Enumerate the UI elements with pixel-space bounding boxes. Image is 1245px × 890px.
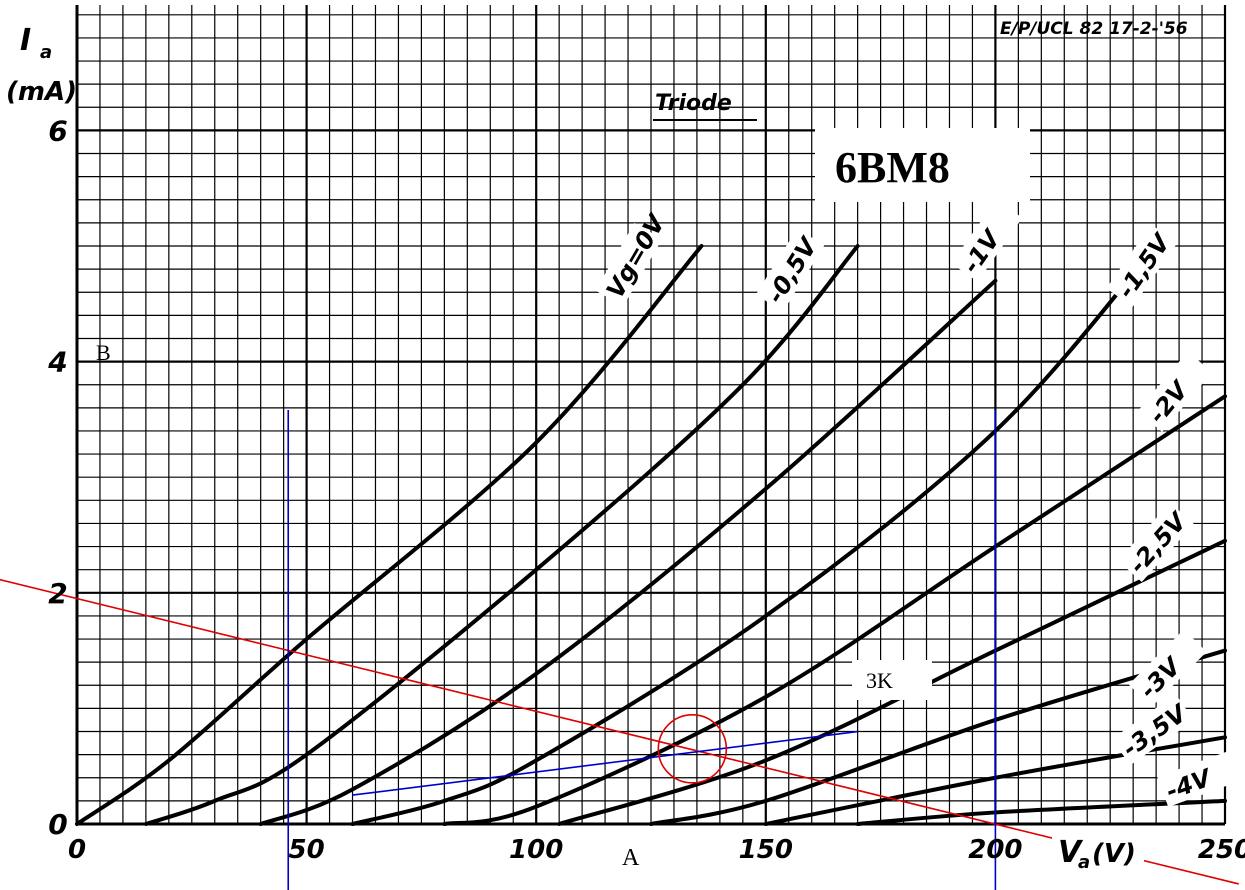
y-axis-label: I <box>20 23 31 58</box>
x-tick-label: 100 <box>509 835 563 865</box>
x-axis-label-sub: a <box>1078 852 1090 873</box>
series-label-bg <box>1118 502 1194 582</box>
load-line <box>0 578 1239 885</box>
operating-point-circle <box>657 714 728 784</box>
series-label-bg <box>1137 351 1213 432</box>
series-label-bg <box>1128 629 1207 708</box>
series-line <box>557 538 1227 826</box>
series-label-bg <box>1157 750 1242 808</box>
point-b-label: B <box>96 340 111 365</box>
point-a-label: A <box>622 845 640 871</box>
tube-label: 6BM8 <box>835 143 950 192</box>
load-line-label-box <box>852 660 932 700</box>
series-label-bg <box>1111 694 1195 766</box>
y-tick-label: 0 <box>48 808 67 841</box>
labels: 6BM8 E/P/UCL 82 17-2-'56 Triode I a (mA)… <box>6 19 1245 873</box>
y-axis-label-sub: a <box>40 42 52 63</box>
x-tick-label: 200 <box>968 835 1022 865</box>
series-label-bg <box>1106 224 1178 307</box>
x-axis-unit: (V) <box>1092 839 1136 869</box>
x-tick-label: 0 <box>68 835 86 865</box>
series-label-bg <box>951 199 1023 282</box>
series-line <box>143 244 860 826</box>
series-line <box>258 278 998 826</box>
curves: Vg=0V -0,5V -1V -1,5V-2V-2,5V-3V-3,5V-4V <box>75 199 1242 826</box>
load-line-label: 3K <box>866 668 893 693</box>
ref-code: E/P/UCL 82 17-2-'56 <box>1000 19 1188 39</box>
tangent-line <box>352 730 858 796</box>
series-line <box>442 394 1227 826</box>
series-label: Vg=0V <box>601 208 672 303</box>
y-axis-unit: (mA) <box>6 77 77 107</box>
x-tick-label: 50 <box>289 835 325 865</box>
chart-subtitle: Triode <box>655 91 732 116</box>
x-tick-label: 150 <box>739 835 793 865</box>
y-tick-label: 6 <box>48 114 67 147</box>
x-axis-label-bg <box>1052 832 1144 872</box>
series-label-bg <box>595 222 663 307</box>
series-line <box>350 244 1159 826</box>
x-tick-label: 250 <box>1198 835 1245 865</box>
y-tick-label: 2 <box>48 577 67 610</box>
y-tick-label: 4 <box>47 346 67 379</box>
series-line <box>75 244 704 826</box>
series-label-bg <box>755 228 825 312</box>
x-axis-label: V <box>1058 835 1084 870</box>
annotations <box>0 410 1239 890</box>
tube-label-box <box>815 128 1030 202</box>
